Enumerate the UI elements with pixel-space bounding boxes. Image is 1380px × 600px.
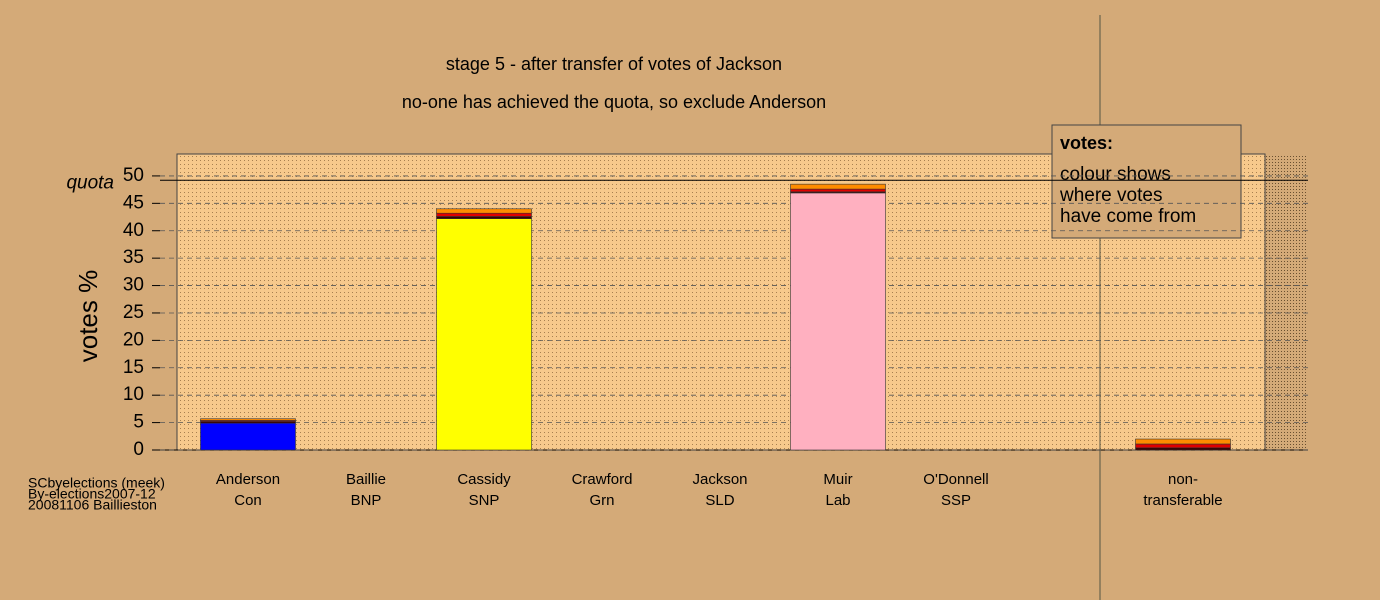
y-tick-label: 10 bbox=[123, 384, 144, 405]
bar-segment bbox=[200, 422, 296, 451]
x-tick-label: Grn bbox=[589, 492, 614, 509]
bar-segment bbox=[436, 216, 532, 219]
x-tick-label: Baillie bbox=[346, 471, 386, 488]
y-axis-label: votes % bbox=[73, 270, 103, 363]
x-tick-label: Jackson bbox=[692, 471, 747, 488]
legend-text: where votes bbox=[1059, 185, 1162, 206]
bar-segment bbox=[790, 183, 886, 190]
legend-box bbox=[1051, 124, 1242, 239]
y-tick-label: 20 bbox=[123, 329, 144, 350]
footnote: By-elections2007-12 bbox=[28, 486, 156, 502]
legend-title: votes: bbox=[1060, 133, 1113, 153]
x-tick-label: SNP bbox=[469, 492, 500, 509]
bar-segment bbox=[1135, 447, 1231, 451]
x-tick-label: transferable bbox=[1143, 492, 1222, 509]
footnote: SCbyelections (meek) bbox=[28, 475, 165, 491]
y-tick-label: 25 bbox=[123, 302, 144, 323]
y-tick-label: 0 bbox=[133, 439, 144, 460]
bar-segment bbox=[436, 218, 532, 451]
y-tick-label: 30 bbox=[123, 275, 144, 296]
chart-subtitle: no-one has achieved the quota, so exclud… bbox=[402, 92, 826, 112]
x-tick-label: Lab bbox=[825, 492, 850, 509]
bar-segment bbox=[1135, 443, 1231, 449]
y-tick-label: 45 bbox=[123, 192, 144, 213]
bar-segment bbox=[1135, 438, 1231, 445]
quota-label: quota bbox=[66, 172, 114, 193]
x-tick-label: Muir bbox=[823, 471, 852, 488]
y-tick-label: 15 bbox=[123, 357, 144, 378]
y-tick-label: 50 bbox=[123, 165, 144, 186]
legend-text: colour shows bbox=[1060, 164, 1171, 185]
x-tick-label: Con bbox=[234, 492, 262, 509]
x-tick-label: BNP bbox=[351, 492, 382, 509]
bar-segment bbox=[200, 418, 296, 421]
bar-segment bbox=[790, 192, 886, 451]
x-tick-label: SLD bbox=[705, 492, 734, 509]
y-tick-label: 35 bbox=[123, 247, 144, 268]
x-tick-label: Cassidy bbox=[457, 471, 511, 488]
y-tick-label: 5 bbox=[133, 412, 144, 433]
chart-title: stage 5 - after transfer of votes of Jac… bbox=[446, 54, 782, 74]
bar-segment bbox=[436, 208, 532, 214]
x-tick-label: Crawford bbox=[572, 471, 633, 488]
bar-segment bbox=[436, 212, 532, 217]
y-tick-label: 40 bbox=[123, 220, 144, 241]
x-tick-label: Anderson bbox=[216, 471, 280, 488]
x-tick-label: non- bbox=[1168, 471, 1198, 488]
bar-segment bbox=[790, 188, 886, 193]
x-tick-label: SSP bbox=[941, 492, 971, 509]
x-tick-label: O'Donnell bbox=[923, 471, 988, 488]
footnote: 20081106 Baillieston bbox=[28, 497, 157, 513]
legend-text: have come from bbox=[1060, 206, 1196, 227]
panel-edge bbox=[1265, 154, 1308, 450]
